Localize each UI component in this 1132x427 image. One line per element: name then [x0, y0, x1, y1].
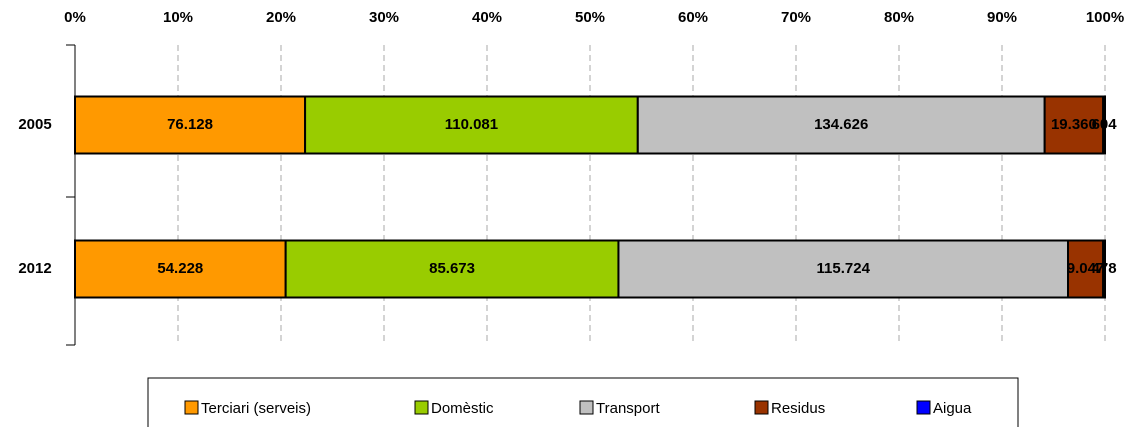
legend-swatch: [184, 400, 199, 415]
bar-segment: [617, 239, 1069, 299]
bar-segment: [1102, 239, 1107, 299]
x-tick-label: 80%: [884, 9, 914, 26]
legend-label: Residus: [771, 400, 825, 417]
x-tick-label: 10%: [163, 9, 193, 26]
data-label: 54.228: [157, 260, 203, 277]
legend-label: Terciari (serveis): [201, 400, 311, 417]
x-tick-label: 60%: [678, 9, 708, 26]
data-label: 478: [1092, 260, 1117, 277]
legend-swatch: [414, 400, 429, 415]
y-tick-label: 2005: [18, 116, 51, 133]
x-tick-label: 40%: [472, 9, 502, 26]
data-label: 134.626: [814, 116, 868, 133]
x-tick-label: 50%: [575, 9, 605, 26]
y-tick-label: 2012: [18, 260, 51, 277]
data-label: 115.724: [817, 260, 871, 277]
bar-segment: [304, 95, 639, 155]
legend-label: Transport: [596, 400, 660, 417]
x-tick-label: 0%: [64, 9, 86, 26]
bar-segment: [1043, 95, 1105, 155]
data-label: 9.047: [1067, 260, 1105, 277]
data-label: 76.128: [167, 116, 213, 133]
bar-segment: [1102, 95, 1107, 155]
bar-segment: [74, 239, 287, 299]
legend-swatch: [579, 400, 594, 415]
data-label: 19.360: [1051, 116, 1097, 133]
x-tick-label: 30%: [369, 9, 399, 26]
x-tick-label: 70%: [781, 9, 811, 26]
data-label: 110.081: [445, 116, 498, 133]
legend-label: Aigua: [933, 400, 972, 417]
data-label: 85.673: [429, 260, 475, 277]
x-tick-label: 100%: [1086, 9, 1124, 26]
data-label: 604: [1092, 116, 1118, 133]
legend-swatch: [754, 400, 769, 415]
legend-label: Domèstic: [431, 400, 494, 417]
x-tick-label: 20%: [266, 9, 296, 26]
x-tick-label: 90%: [987, 9, 1017, 26]
legend-swatch: [916, 400, 931, 415]
